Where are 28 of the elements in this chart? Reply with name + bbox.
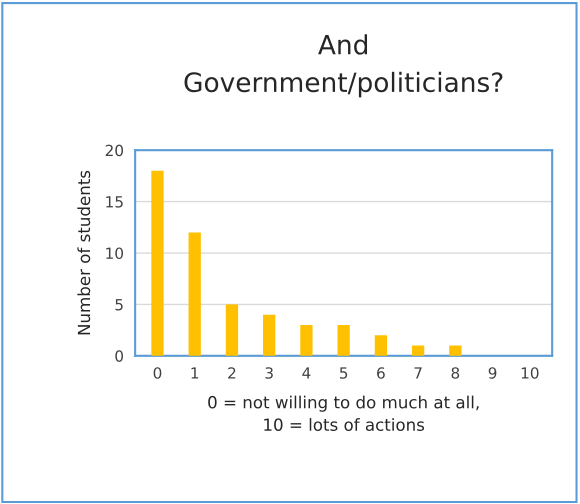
x-tick-label: 9 [488, 367, 496, 379]
x-axis-title: 0 = not willing to do much at all, 10 = lots of actions [208, 396, 479, 431]
y-axis-title: Number of students [77, 170, 90, 334]
bar [263, 314, 276, 356]
chart-title: And Government/politicians? [184, 34, 502, 98]
x-tick-label: 7 [414, 367, 422, 379]
bar [188, 232, 201, 356]
y-tick-label: 0 [115, 350, 124, 362]
y-tick-label: 10 [106, 247, 124, 260]
x-tick-label: 6 [377, 367, 385, 379]
x-tick-label: 2 [228, 367, 236, 379]
bar [226, 304, 238, 356]
x-tick-label: 1 [192, 367, 198, 379]
x-tick-label: 0 [154, 367, 162, 379]
x-tick-label: 8 [452, 367, 460, 379]
bar [300, 324, 313, 356]
y-tick-label: 15 [106, 196, 123, 208]
x-tick-label: 4 [302, 367, 310, 379]
bar [449, 346, 462, 356]
x-tick-label: 10 [522, 367, 539, 379]
bar [338, 324, 350, 356]
y-tick-label: 20 [106, 144, 124, 156]
bar [374, 335, 388, 356]
x-tick-label: 3 [265, 367, 273, 379]
bar [412, 346, 424, 356]
bar [151, 170, 164, 356]
x-tick-label: 5 [340, 367, 348, 379]
y-tick-label: 5 [115, 299, 123, 310]
